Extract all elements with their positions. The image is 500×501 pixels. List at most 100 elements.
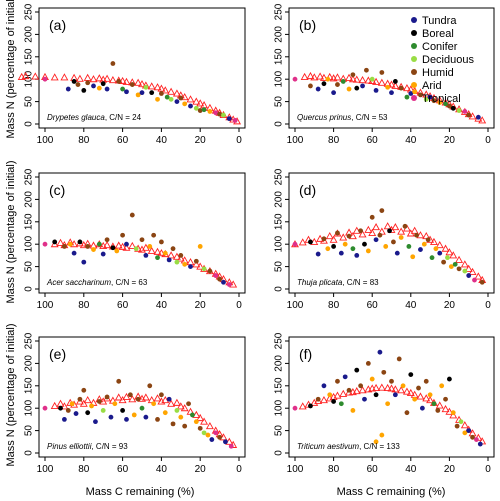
model-triangle bbox=[372, 77, 381, 85]
species-name: Pinus elliottii bbox=[47, 442, 92, 451]
legend-label: Arid bbox=[422, 80, 442, 92]
data-point bbox=[209, 437, 215, 442]
data-point bbox=[429, 255, 435, 261]
model-triangle bbox=[56, 238, 65, 246]
data-point bbox=[155, 255, 160, 261]
data-point bbox=[124, 89, 129, 95]
data-point bbox=[75, 82, 81, 87]
species-label: Drypetes glauca, C/N = 24 bbox=[47, 113, 142, 122]
model-triangle bbox=[298, 238, 307, 246]
data-point bbox=[335, 378, 340, 384]
data-point bbox=[143, 414, 149, 420]
data-point bbox=[151, 232, 157, 238]
data-point bbox=[100, 408, 106, 413]
model-triangle bbox=[441, 244, 450, 252]
data-point bbox=[385, 84, 391, 90]
model-triangle bbox=[339, 233, 348, 241]
legend-marker bbox=[411, 95, 417, 101]
model-triangle bbox=[441, 404, 450, 413]
ytick-label: 250 bbox=[274, 3, 285, 20]
model-triangle bbox=[83, 73, 92, 81]
data-point bbox=[166, 257, 172, 263]
data-point bbox=[321, 81, 327, 87]
xtick-label: 20 bbox=[444, 300, 456, 311]
xtick-label: 40 bbox=[405, 464, 417, 475]
plot-frame bbox=[38, 172, 246, 294]
data-point bbox=[73, 411, 79, 416]
model-triangle bbox=[445, 248, 454, 256]
data-point bbox=[71, 250, 77, 256]
xtick-label: 60 bbox=[367, 135, 379, 146]
xtick-label: 40 bbox=[156, 135, 168, 146]
model-triangle bbox=[141, 243, 150, 251]
model-triangle bbox=[310, 73, 319, 81]
cn-ratio: , C/N = 24 bbox=[105, 113, 142, 122]
xtick-label: 40 bbox=[156, 300, 168, 311]
species-label: Triticum aestivum, C/N = 133 bbox=[297, 442, 400, 451]
species-label: Acer saccharinum, C/N = 63 bbox=[46, 278, 148, 287]
model-triangle bbox=[364, 225, 373, 233]
data-point bbox=[443, 101, 448, 107]
data-point bbox=[85, 410, 91, 416]
data-point bbox=[186, 401, 191, 407]
cn-ratio: , C/N = 133 bbox=[359, 442, 400, 451]
data-point bbox=[182, 423, 188, 429]
ytick-label: 50 bbox=[274, 425, 285, 437]
ytick-label: 50 bbox=[24, 261, 35, 273]
xtick-label: 80 bbox=[78, 135, 90, 146]
data-point bbox=[454, 423, 460, 429]
model-triangle bbox=[172, 89, 181, 97]
xtick-label: 60 bbox=[367, 300, 379, 311]
data-point bbox=[425, 237, 431, 243]
data-point bbox=[338, 250, 344, 256]
model-triangle bbox=[176, 254, 185, 262]
data-point bbox=[143, 253, 149, 258]
data-point bbox=[315, 86, 321, 92]
data-point bbox=[346, 86, 352, 92]
data-point bbox=[124, 417, 129, 422]
xtick-label: 0 bbox=[236, 135, 242, 146]
data-point bbox=[387, 228, 392, 234]
data-point bbox=[65, 408, 71, 413]
data-point bbox=[369, 76, 375, 82]
data-point bbox=[365, 248, 371, 254]
data-point bbox=[358, 228, 364, 234]
data-point bbox=[408, 372, 414, 377]
data-point bbox=[159, 239, 164, 245]
data-point bbox=[456, 266, 462, 272]
data-point bbox=[188, 264, 193, 269]
data-point bbox=[178, 253, 184, 258]
data-point bbox=[147, 383, 153, 389]
data-point bbox=[213, 110, 219, 116]
data-point bbox=[139, 237, 145, 243]
model-triangle bbox=[435, 401, 444, 409]
xtick-label: 100 bbox=[37, 135, 54, 146]
xtick-label: 60 bbox=[367, 464, 379, 475]
data-point bbox=[340, 79, 346, 84]
data-point bbox=[151, 401, 157, 407]
plot-frame bbox=[38, 336, 246, 458]
data-point bbox=[217, 276, 223, 282]
xtick-label: 100 bbox=[287, 300, 304, 311]
legend-marker bbox=[411, 30, 417, 36]
data-point bbox=[143, 84, 149, 90]
data-point bbox=[133, 246, 139, 252]
legend-label: Humid bbox=[422, 67, 454, 79]
data-point bbox=[419, 405, 425, 411]
model-triangle bbox=[21, 71, 30, 80]
model-triangle bbox=[180, 92, 189, 101]
data-point bbox=[42, 241, 48, 247]
model-triangle bbox=[316, 72, 325, 80]
data-point bbox=[373, 88, 379, 93]
data-point bbox=[52, 239, 58, 245]
model-triangle bbox=[89, 75, 98, 83]
data-point bbox=[42, 76, 48, 82]
data-point bbox=[93, 419, 98, 425]
data-point bbox=[223, 439, 228, 445]
model-triangle bbox=[368, 228, 377, 237]
model-triangle bbox=[180, 404, 189, 412]
data-point bbox=[408, 91, 414, 96]
